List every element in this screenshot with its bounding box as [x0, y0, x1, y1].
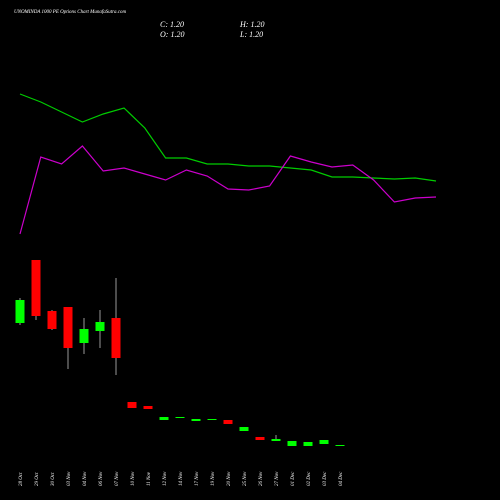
x-tick-label: 03 Nov: [67, 471, 72, 486]
candle-body: [255, 437, 265, 440]
x-tick-label: 06 Nov: [99, 471, 104, 486]
x-tick-label: 27 Nov: [275, 471, 280, 486]
ohlc-low: L: 1.20: [239, 30, 263, 39]
x-tick-label: 02 Dec: [307, 471, 312, 486]
x-tick-label: 30 Oct: [51, 472, 56, 486]
candle-body: [127, 402, 137, 408]
candle-body: [287, 441, 297, 446]
candle-body: [271, 439, 281, 441]
candle-body: [31, 260, 41, 316]
line-series: [19, 145, 437, 235]
x-tick-label: 25 Nov: [243, 471, 248, 486]
ohlc-open: O: 1.20: [160, 30, 184, 39]
candle-body: [111, 318, 121, 358]
candle-body: [207, 419, 217, 420]
x-tick-label: 28 Oct: [19, 472, 24, 486]
candle-body: [47, 311, 57, 329]
x-tick-label: 19 Nov: [211, 471, 216, 486]
candle-body: [143, 406, 153, 409]
ohlc-close: C: 1.20: [160, 20, 184, 29]
chart-title: UNOMINDA 1000 PE Options Chart MunafaSut…: [14, 10, 127, 15]
x-tick-label: 12 Nov: [163, 471, 168, 486]
x-tick-label: 17 Nov: [195, 471, 200, 486]
candle-body: [95, 322, 105, 331]
x-tick-label: 20 Nov: [227, 471, 232, 486]
x-tick-label: 03 Dec: [323, 471, 328, 486]
x-tick-label: 29 Oct: [35, 472, 40, 486]
candle-body: [63, 307, 73, 348]
candle-body: [223, 420, 233, 424]
x-tick-label: 14 Nov: [179, 471, 184, 486]
candle-body: [303, 442, 313, 446]
x-tick-label: 10 Nov: [131, 471, 136, 486]
ohlc-high: H: 1.20: [239, 20, 264, 29]
x-tick-label: 11 Nov: [147, 471, 152, 486]
x-tick-label: 01 Dec: [291, 471, 296, 486]
candle-body: [79, 329, 89, 343]
candle-body: [239, 427, 249, 431]
candle-body: [159, 417, 169, 420]
candle-body: [191, 419, 201, 421]
candle-body: [15, 300, 25, 323]
line-series: [19, 93, 437, 182]
x-tick-label: 07 Nov: [115, 471, 120, 486]
x-tick-label: 26 Nov: [259, 471, 264, 486]
candle-body: [335, 445, 345, 446]
candle-body: [175, 417, 185, 418]
x-tick-label: 04 Nov: [83, 471, 88, 486]
x-tick-label: 04 Dec: [339, 471, 344, 486]
candle-body: [319, 440, 329, 444]
